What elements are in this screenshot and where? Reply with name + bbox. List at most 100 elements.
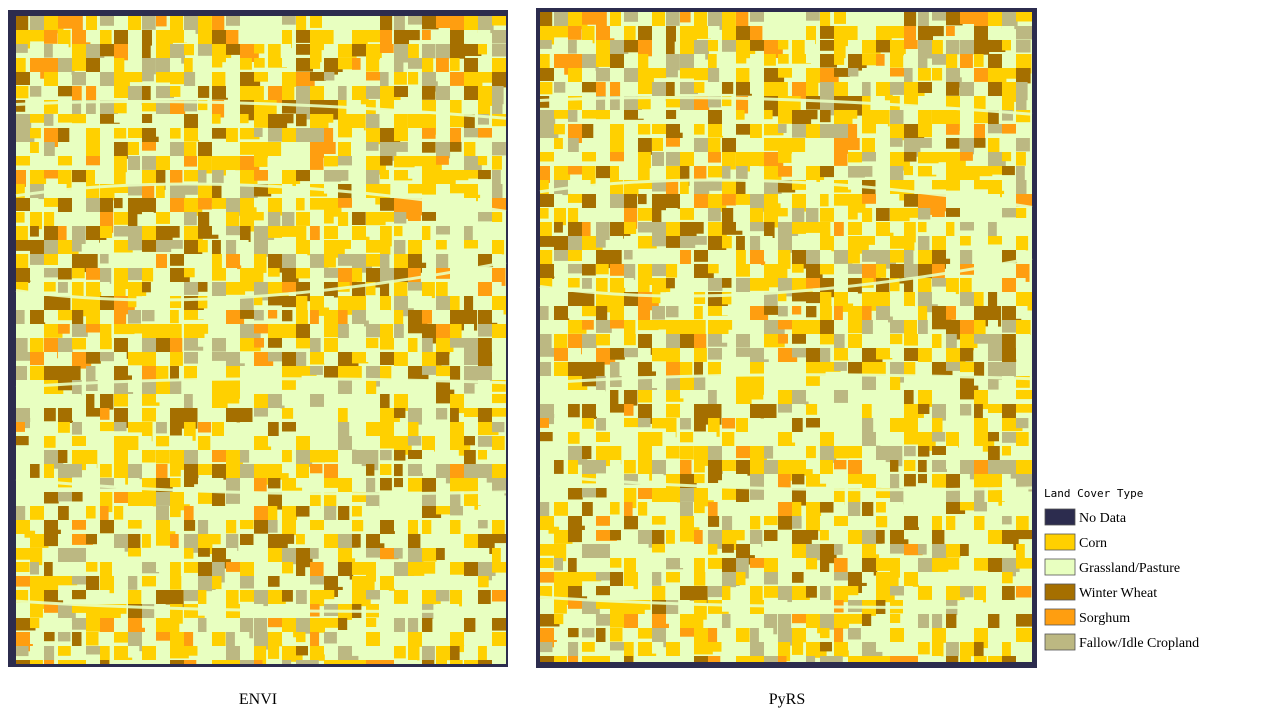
land-patch xyxy=(708,264,719,273)
land-patch xyxy=(142,660,157,664)
land-patch xyxy=(352,436,364,450)
land-patch xyxy=(492,170,501,184)
land-patch xyxy=(352,464,362,474)
land-patch xyxy=(792,348,807,357)
map-envi xyxy=(8,10,508,667)
land-patch xyxy=(366,310,379,321)
land-patch xyxy=(268,310,277,319)
land-patch xyxy=(100,30,112,45)
land-patch xyxy=(226,156,242,170)
land-patch xyxy=(198,142,213,157)
land-patch xyxy=(554,502,570,516)
land-patch xyxy=(142,212,154,223)
land-patch xyxy=(478,44,487,54)
legend-swatch xyxy=(1045,584,1075,600)
land-patch xyxy=(338,240,351,249)
land-patch xyxy=(422,310,432,324)
land-patch xyxy=(666,502,677,515)
land-patch xyxy=(324,408,340,422)
land-patch xyxy=(58,632,70,641)
map-pyrs xyxy=(536,8,1037,668)
land-patch xyxy=(932,432,945,442)
land-patch xyxy=(834,334,845,349)
land-patch xyxy=(862,502,873,518)
land-patch xyxy=(596,418,606,431)
land-patch xyxy=(72,646,83,662)
land-patch xyxy=(610,502,620,515)
land-patch xyxy=(666,264,677,278)
land-patch xyxy=(100,590,110,606)
land-patch xyxy=(170,128,181,139)
land-patch xyxy=(156,464,168,480)
land-patch xyxy=(568,614,577,628)
land-patch xyxy=(778,26,787,42)
land-patch xyxy=(30,114,45,123)
land-patch xyxy=(596,320,612,333)
land-patch xyxy=(170,660,185,664)
land-patch xyxy=(918,320,928,335)
land-patch xyxy=(960,208,972,223)
land-patch xyxy=(960,656,971,662)
land-patch xyxy=(666,446,680,459)
land-patch xyxy=(16,562,30,572)
land-patch xyxy=(1002,236,1018,250)
land-patch xyxy=(184,562,198,573)
land-patch xyxy=(834,68,850,77)
land-patch xyxy=(478,184,492,195)
land-patch xyxy=(156,618,172,634)
land-patch xyxy=(450,646,460,661)
land-patch xyxy=(44,660,54,664)
land-patch xyxy=(436,366,451,376)
land-patch xyxy=(736,110,745,120)
land-patch xyxy=(918,334,929,346)
land-patch xyxy=(30,506,46,520)
land-patch xyxy=(764,54,776,66)
land-patch xyxy=(128,576,137,590)
land-patch xyxy=(722,432,734,447)
land-patch xyxy=(792,446,807,462)
land-patch xyxy=(932,166,943,175)
land-patch xyxy=(736,488,749,504)
land-patch xyxy=(240,548,254,560)
land-patch xyxy=(736,12,748,27)
land-patch xyxy=(366,324,381,337)
land-patch xyxy=(72,72,87,85)
land-patch xyxy=(722,236,732,248)
land-patch xyxy=(380,436,396,449)
land-patch xyxy=(988,208,997,222)
land-patch xyxy=(44,30,58,44)
land-patch xyxy=(436,324,450,339)
land-patch xyxy=(568,600,584,609)
land-patch xyxy=(596,642,607,658)
land-patch xyxy=(450,58,460,71)
land-patch xyxy=(492,408,506,417)
legend-swatch xyxy=(1045,534,1075,550)
land-patch xyxy=(876,432,888,446)
land-patch xyxy=(58,394,70,408)
land-patch xyxy=(806,250,820,264)
land-patch xyxy=(352,352,368,363)
land-patch xyxy=(554,656,567,662)
land-patch xyxy=(932,572,946,587)
land-patch xyxy=(638,306,650,322)
land-patch xyxy=(478,590,491,605)
land-patch xyxy=(596,614,611,626)
land-patch xyxy=(16,268,30,283)
land-patch xyxy=(282,408,293,419)
land-patch xyxy=(638,390,653,403)
land-patch xyxy=(310,156,324,170)
land-patch xyxy=(450,352,466,361)
land-patch xyxy=(324,660,340,664)
land-patch xyxy=(750,82,764,94)
land-patch xyxy=(450,142,462,152)
land-patch xyxy=(834,54,844,65)
land-patch xyxy=(596,586,611,595)
land-patch xyxy=(436,436,452,452)
land-patch xyxy=(128,352,144,365)
land-patch xyxy=(638,222,652,233)
land-patch xyxy=(890,334,902,344)
land-patch xyxy=(268,478,280,488)
land-patch xyxy=(988,26,1002,40)
land-patch xyxy=(156,450,170,464)
land-patch xyxy=(932,278,947,287)
